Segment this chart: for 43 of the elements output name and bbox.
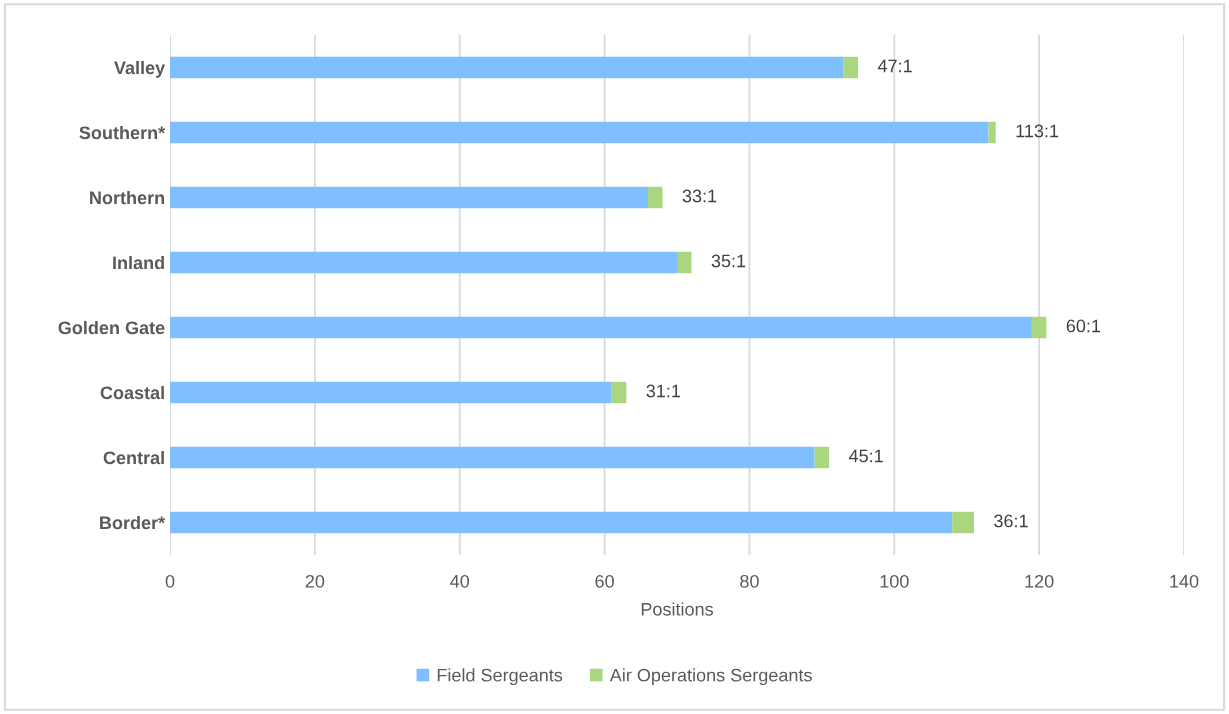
bar: [814, 446, 830, 469]
annotation: 33:1: [682, 189, 717, 203]
y-tick-label: Valley: [114, 60, 166, 78]
bar: [170, 56, 844, 79]
y-tick-label: Northern: [90, 190, 165, 205]
bar: [170, 186, 649, 209]
bar: [170, 381, 612, 404]
y-tick-label: Border*: [100, 515, 166, 530]
bar: [648, 186, 663, 209]
annotation: 47:1: [877, 59, 912, 73]
annotation: 36:1: [994, 514, 1028, 528]
annotation: 60:1: [1066, 319, 1101, 333]
bar: [1031, 316, 1047, 339]
y-tick-label: Inland: [113, 255, 164, 270]
bar: [988, 121, 996, 144]
legend-label: Air Operations Sergeants: [609, 668, 812, 686]
x-tick-label: 140: [1170, 574, 1199, 588]
y-tick-label: Southern*: [79, 125, 166, 140]
y-tick-label: Central: [103, 450, 164, 465]
bar: [952, 511, 974, 534]
bar: [170, 251, 677, 274]
bar: [170, 316, 1032, 339]
bar: [170, 121, 989, 144]
legend-label: Field Sergeants: [437, 668, 563, 686]
bar: [843, 56, 859, 79]
y-tick-label: Coastal: [100, 385, 164, 400]
y-tick-label: Golden Gate: [58, 320, 165, 335]
annotation: 31:1: [646, 384, 680, 398]
x-tick-label: 20: [305, 574, 325, 588]
bar: [677, 251, 692, 274]
annotation: 113:1: [1016, 124, 1059, 138]
x-tick-label: 80: [740, 574, 759, 588]
annotation: 45:1: [848, 449, 883, 463]
x-tick-label: 0: [165, 574, 175, 588]
bar: [611, 381, 627, 404]
x-tick-label: 40: [450, 574, 470, 588]
x-tick-label: 60: [595, 574, 614, 588]
annotation: 35:1: [711, 254, 746, 268]
bar: [170, 446, 815, 469]
x-tick-label: 120: [1025, 574, 1054, 588]
bar: [170, 511, 953, 534]
x-axis-title: Positions: [641, 602, 713, 616]
x-tick-label: 100: [880, 574, 909, 588]
